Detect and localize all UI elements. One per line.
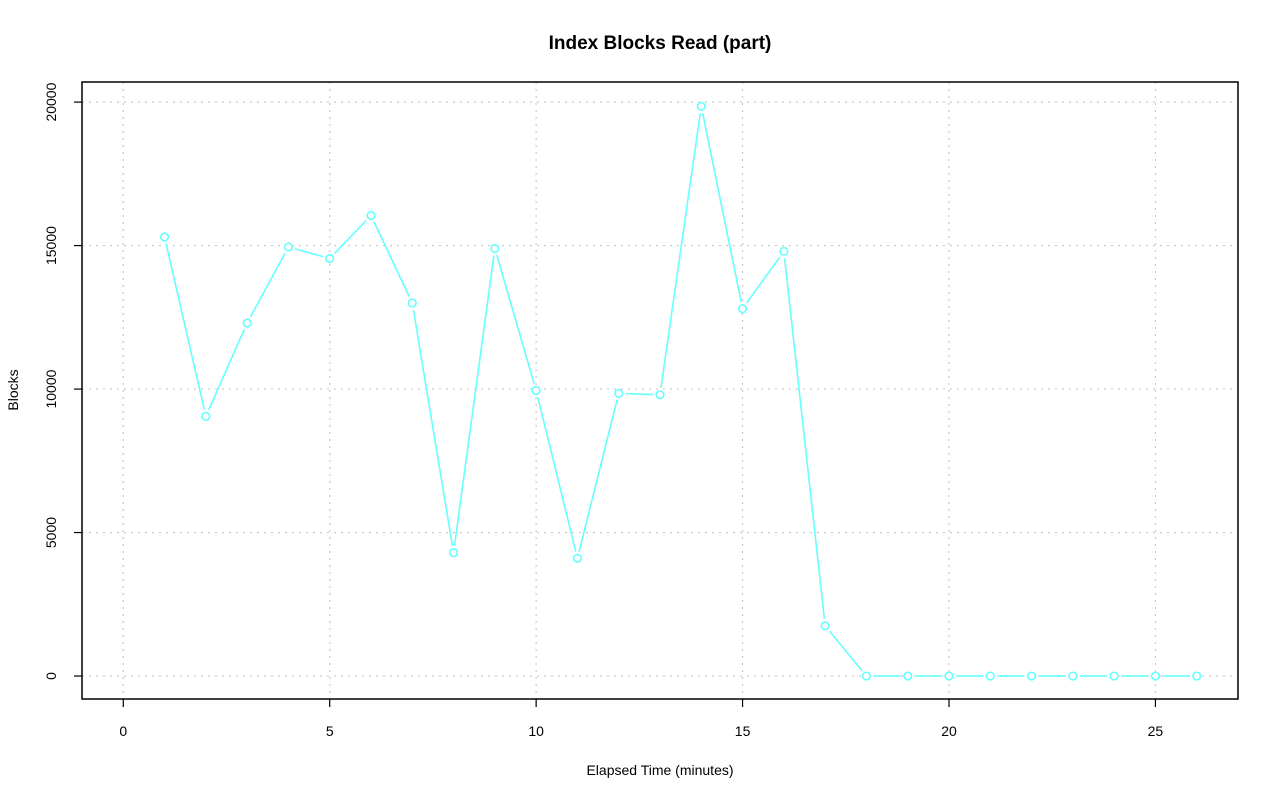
data-point <box>325 253 335 264</box>
x-tick-label: 10 <box>528 723 544 739</box>
x-tick-label: 25 <box>1148 723 1164 739</box>
x-axis-label: Elapsed Time (minutes) <box>586 762 733 778</box>
series-segment <box>453 255 495 546</box>
series-layer <box>159 101 1202 681</box>
data-point <box>448 548 459 558</box>
series-segment <box>249 252 286 318</box>
data-point <box>531 385 541 396</box>
data-point <box>1109 671 1119 681</box>
x-tick-label: 15 <box>735 723 751 739</box>
data-point <box>779 246 789 256</box>
data-point <box>614 388 624 398</box>
x-tick-label: 5 <box>326 723 334 739</box>
data-point <box>861 671 872 681</box>
series-segment <box>828 630 863 672</box>
series-segment <box>496 254 535 385</box>
data-point <box>159 232 170 242</box>
series-segment <box>625 392 654 396</box>
data-point <box>903 671 913 681</box>
plot-frame <box>81 81 1239 700</box>
series-segment <box>701 113 742 303</box>
series-segment <box>660 113 702 388</box>
data-point <box>572 553 583 563</box>
series-segment <box>207 329 246 411</box>
axis-ticks: 0 5 10 15 20 25 0 5000 10000 15000 20000 <box>43 82 1163 739</box>
data-point <box>283 242 294 252</box>
data-point <box>1192 671 1202 681</box>
data-point <box>242 318 252 328</box>
data-point <box>655 390 665 400</box>
data-point <box>985 671 995 681</box>
y-axis-label: Blocks <box>5 369 21 410</box>
y-tick-label: 0 <box>43 672 59 680</box>
data-point <box>737 304 748 314</box>
data-point <box>201 411 211 421</box>
data-point <box>820 621 830 631</box>
series-segment <box>578 399 618 552</box>
data-point <box>366 210 376 221</box>
series-segment <box>746 256 781 304</box>
series-segment <box>537 397 577 552</box>
y-tick-label: 5000 <box>43 517 59 548</box>
x-tick-label: 20 <box>941 723 957 739</box>
chart-title: Index Blocks Read (part) <box>549 33 772 54</box>
y-tick-label: 10000 <box>43 369 59 408</box>
data-point <box>1026 671 1037 681</box>
data-point <box>490 243 500 254</box>
series-segment <box>333 219 367 254</box>
series-segment <box>294 248 324 258</box>
y-tick-label: 20000 <box>43 82 59 121</box>
data-point <box>1068 671 1078 681</box>
series-segment <box>412 309 454 546</box>
data-point <box>1150 671 1161 681</box>
x-tick-label: 0 <box>119 723 127 739</box>
data-point <box>696 101 706 111</box>
series-segment <box>165 243 206 410</box>
data-point <box>407 298 417 308</box>
series-segment <box>373 221 411 297</box>
series-segment <box>783 258 826 619</box>
data-point <box>944 671 954 681</box>
y-tick-label: 15000 <box>43 226 59 265</box>
